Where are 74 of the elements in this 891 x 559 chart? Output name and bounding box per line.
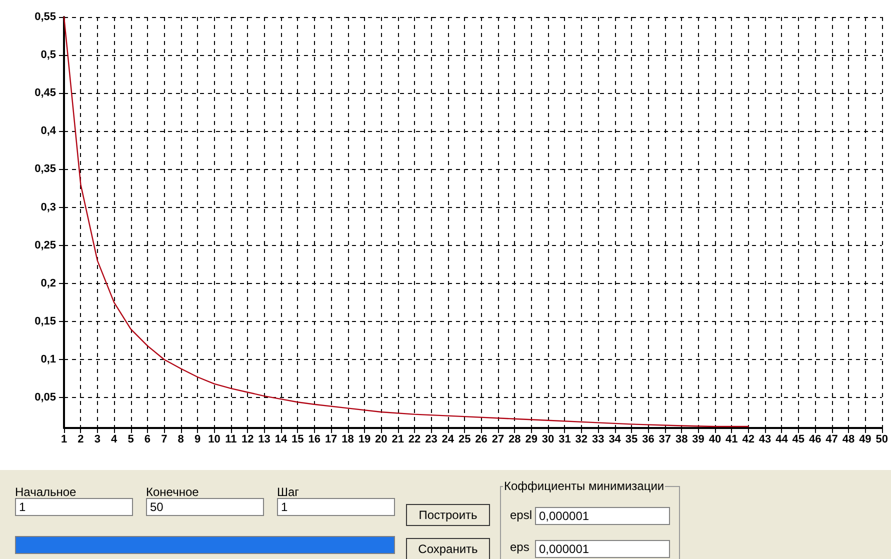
x-tick-label: 27 bbox=[492, 434, 504, 446]
x-tick-label: 47 bbox=[826, 434, 838, 446]
x-tick-label: 36 bbox=[642, 434, 654, 446]
x-tick-label: 13 bbox=[258, 434, 270, 446]
x-tick-label: 50 bbox=[876, 434, 888, 446]
x-tick-label: 20 bbox=[375, 434, 388, 446]
x-tick-label: 15 bbox=[292, 434, 304, 446]
text-field: 1 bbox=[15, 498, 133, 516]
x-tick-label: 42 bbox=[742, 434, 754, 446]
x-tick-label: 49 bbox=[859, 434, 872, 446]
y-tick-label: 0,05 bbox=[34, 392, 56, 404]
x-tick-label: 1 bbox=[60, 434, 68, 446]
text-field: 50 bbox=[146, 498, 264, 516]
x-tick-label: 8 bbox=[178, 434, 184, 446]
x-tick-label: 9 bbox=[194, 434, 201, 446]
x-tick-label: 22 bbox=[408, 434, 421, 446]
x-tick-label: 37 bbox=[658, 434, 672, 446]
x-tick-label: 34 bbox=[608, 434, 622, 446]
x-tick-label: 39 bbox=[692, 434, 704, 446]
text: Начальное bbox=[15, 485, 76, 499]
x-tick-label: 48 bbox=[842, 434, 855, 446]
x-tick-label: 18 bbox=[342, 434, 354, 446]
text-field: 0,000001 bbox=[535, 507, 670, 525]
x-tick-label: 25 bbox=[458, 434, 471, 446]
x-tick-label: 35 bbox=[625, 434, 638, 446]
text: eps bbox=[510, 540, 530, 554]
x-tick-label: 6 bbox=[144, 434, 151, 446]
y-tick-label: 0,45 bbox=[34, 87, 56, 100]
x-tick-label: 26 bbox=[475, 434, 488, 446]
x-tick-label: 19 bbox=[358, 434, 371, 446]
button: Сохранить bbox=[406, 538, 490, 559]
x-tick-label: 44 bbox=[776, 434, 789, 446]
x-tick-label: 21 bbox=[392, 434, 404, 446]
x-tick-label: 17 bbox=[324, 434, 338, 446]
x-tick-label: 3 bbox=[94, 434, 100, 446]
y-tick-label: 0,55 bbox=[34, 11, 56, 23]
text: Конечное bbox=[146, 485, 199, 499]
x-tick-label: 33 bbox=[592, 434, 604, 446]
text: Шаг bbox=[277, 485, 300, 499]
y-tick-label: 0,1 bbox=[40, 354, 56, 366]
x-tick-label: 5 bbox=[128, 434, 134, 446]
x-tick-label: 46 bbox=[808, 434, 822, 446]
x-tick-label: 24 bbox=[442, 434, 455, 446]
x-tick-label: 40 bbox=[708, 434, 722, 446]
x-tick-label: 14 bbox=[274, 434, 288, 446]
text-field: 0,000001 bbox=[535, 540, 670, 558]
x-tick-label: 45 bbox=[792, 434, 805, 446]
x-tick-label: 10 bbox=[208, 434, 220, 446]
x-tick-label: 43 bbox=[758, 434, 772, 446]
text-field: 1 bbox=[277, 498, 395, 516]
x-tick-label: 16 bbox=[308, 434, 320, 446]
x-tick-label: 28 bbox=[508, 434, 521, 446]
x-tick-label: 2 bbox=[78, 434, 84, 446]
x-tick-label: 4 bbox=[111, 434, 118, 446]
text: Коффициенты минимизации bbox=[503, 479, 666, 493]
y-tick-label: 0,5 bbox=[40, 49, 56, 62]
x-tick-label: 31 bbox=[558, 434, 571, 446]
y-tick-label: 0,15 bbox=[34, 315, 56, 328]
y-tick-label: 0,3 bbox=[40, 201, 56, 214]
y-tick-label: 0,35 bbox=[34, 163, 56, 176]
y-tick-label: 0,25 bbox=[34, 239, 56, 252]
x-tick-label: 30 bbox=[542, 434, 554, 446]
x-tick-label: 23 bbox=[425, 434, 438, 446]
x-tick-label: 32 bbox=[575, 434, 588, 446]
x-tick-label: 38 bbox=[675, 434, 688, 446]
x-tick-label: 41 bbox=[726, 434, 738, 446]
button: Построить bbox=[406, 504, 490, 526]
x-tick-label: 12 bbox=[241, 434, 254, 446]
y-tick-label: 0,2 bbox=[40, 277, 56, 290]
x-tick-label: 11 bbox=[225, 434, 237, 446]
text: epsl bbox=[510, 508, 532, 522]
x-tick-label: 29 bbox=[525, 434, 538, 446]
y-tick-label: 0,4 bbox=[40, 125, 57, 138]
x-tick-label: 7 bbox=[161, 434, 168, 446]
